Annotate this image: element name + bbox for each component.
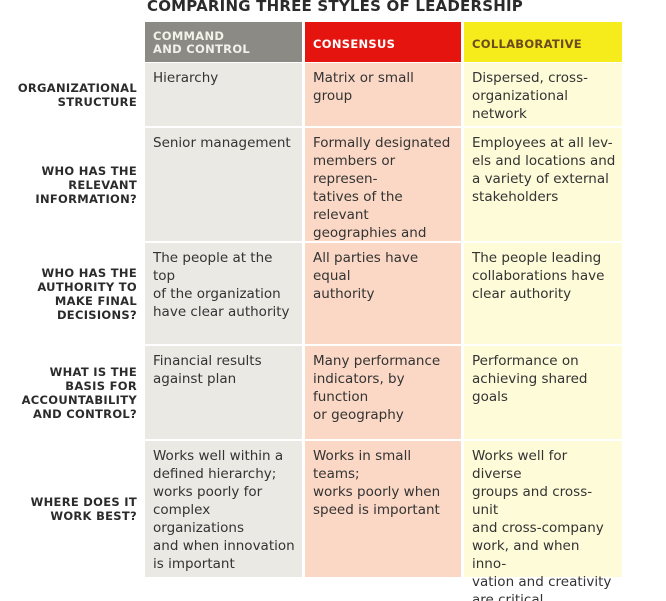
table-cell: Works well within a defined hierarchy; w… — [145, 441, 302, 577]
table-cell: Hierarchy — [145, 63, 302, 126]
row-label: WHERE DOES IT WORK BEST? — [30, 495, 137, 523]
row-label: WHAT IS THE BASIS FOR ACCOUNTABILITY AND… — [21, 364, 137, 421]
table-cell: Senior management — [145, 128, 302, 241]
table-cell: Matrix or small group — [305, 63, 461, 126]
column-header: CONSENSUS — [305, 22, 461, 62]
title: COMPARING THREE STYLES OF LEADERSHIP — [147, 0, 523, 15]
row-label: WHO HAS THE RELEVANT INFORMATION? — [35, 163, 137, 206]
table-cell: Employees at all lev- els and locations … — [464, 128, 622, 241]
table-cell: Performance on achieving shared goals — [464, 346, 622, 439]
table-cell: Works well for diverse groups and cross-… — [464, 441, 622, 601]
table-cell: Formally designated members or represen-… — [305, 128, 461, 259]
table-cell: All parties have equal authority — [305, 243, 461, 344]
table-cell: Works in small teams; works poorly when … — [305, 441, 461, 577]
column-header: COLLABORATIVE — [464, 22, 622, 62]
table-cell: Financial results against plan — [145, 346, 302, 439]
table-cell: The people at the top of the organizatio… — [145, 243, 302, 344]
row-label: WHO HAS THE AUTHORITY TO MAKE FINAL DECI… — [37, 265, 137, 322]
column-header: COMMAND AND CONTROL — [145, 22, 302, 62]
table-cell: The people leading collaborations have c… — [464, 243, 622, 344]
table-cell: Many performance indicators, by function… — [305, 346, 461, 439]
table-cell: Dispersed, cross- organizational network — [464, 63, 622, 126]
row-label: ORGANIZATIONAL STRUCTURE — [17, 80, 137, 109]
